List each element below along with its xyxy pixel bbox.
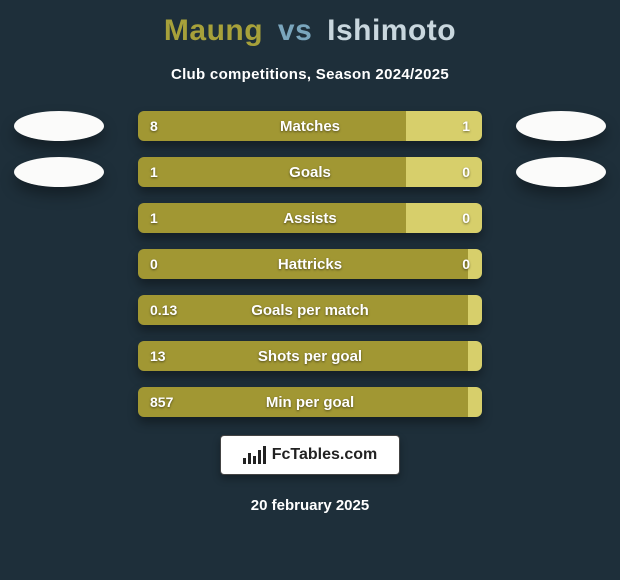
stat-label: Assists — [138, 203, 482, 233]
stats-container: 81Matches 10Goals 10Assists 00Hattricks 0.13… — [0, 111, 620, 417]
vs-label: vs — [278, 14, 312, 47]
player2-avatar — [516, 111, 606, 141]
comparison-card: Maung vs Ishimoto Club competitions, Sea… — [0, 0, 620, 580]
page-title: Maung vs Ishimoto — [0, 14, 620, 48]
bar-chart-icon — [243, 446, 266, 464]
stat-row: 10Assists — [138, 203, 482, 233]
player2-avatar-secondary — [516, 157, 606, 187]
stat-row: 00Hattricks — [138, 249, 482, 279]
stat-row: 10Goals — [138, 157, 482, 187]
stat-label: Goals per match — [138, 295, 482, 325]
date-label: 20 february 2025 — [0, 497, 620, 514]
stat-label: Hattricks — [138, 249, 482, 279]
stat-row: 81Matches — [138, 111, 482, 141]
player1-avatar — [14, 111, 104, 141]
player1-avatar-secondary — [14, 157, 104, 187]
subtitle: Club competitions, Season 2024/2025 — [0, 66, 620, 83]
stat-row: 857Min per goal — [138, 387, 482, 417]
brand-text: FcTables.com — [272, 446, 378, 464]
stat-row: 13Shots per goal — [138, 341, 482, 371]
brand-logo[interactable]: FcTables.com — [220, 435, 400, 475]
stat-row: 0.13Goals per match — [138, 295, 482, 325]
player1-name: Maung — [164, 14, 263, 47]
stat-label: Goals — [138, 157, 482, 187]
stat-label: Matches — [138, 111, 482, 141]
player2-name: Ishimoto — [327, 14, 456, 47]
stat-label: Shots per goal — [138, 341, 482, 371]
stat-label: Min per goal — [138, 387, 482, 417]
